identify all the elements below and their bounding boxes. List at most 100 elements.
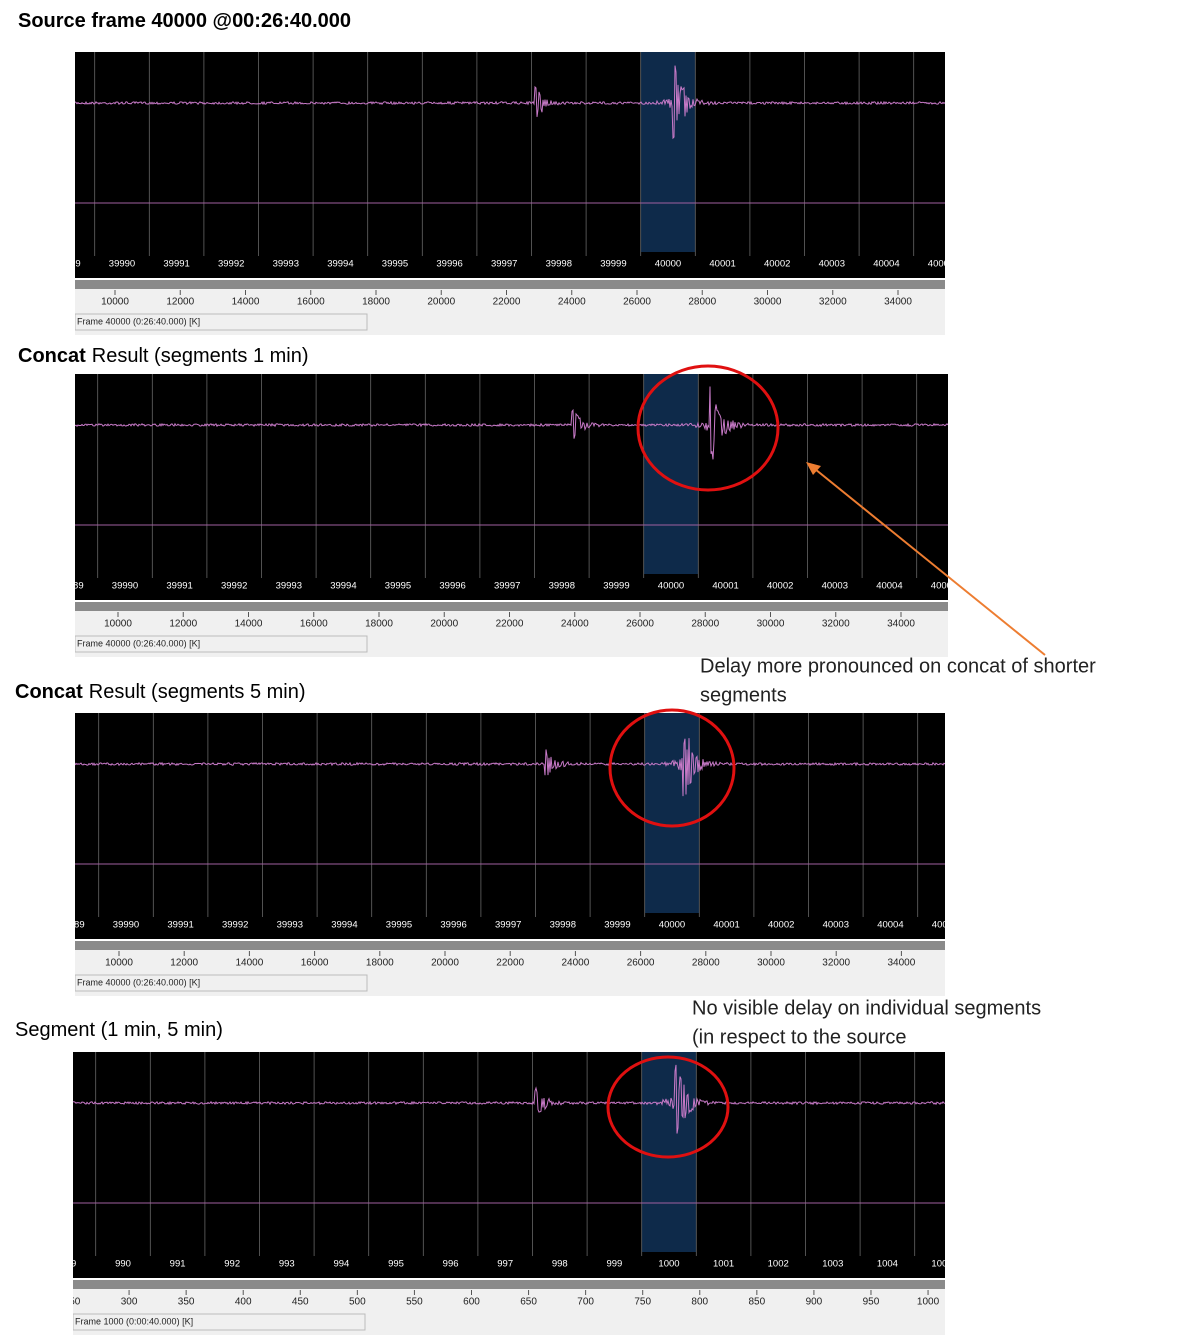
frame-label: 39995 (385, 581, 411, 592)
annotation: Delay more pronounced on concat of short… (700, 655, 1096, 677)
ruler-label: 850 (748, 1297, 765, 1308)
waveform-panel: 39989 39990 39991 39992 39993 39994 39995 39996… (75, 713, 958, 996)
ruler-label: 32000 (822, 958, 850, 969)
frame-label: 996 (443, 1259, 459, 1270)
selection (640, 52, 696, 252)
ruler-label: 800 (691, 1297, 708, 1308)
frame-label: 39993 (276, 581, 302, 592)
frame-label: 40005 (928, 259, 954, 270)
frame-label: 40003 (822, 581, 848, 592)
frame-label: 39998 (549, 581, 575, 592)
ruler-label: 14000 (232, 297, 260, 308)
frame-label: 40005 (932, 920, 958, 931)
frame-label: 39997 (494, 581, 520, 592)
ruler-label: 34000 (887, 958, 915, 969)
frame-label: 39992 (218, 259, 244, 270)
selection (643, 374, 699, 574)
frame-label: 39991 (166, 581, 192, 592)
waveform-panel: 989 990 991 992 993 994 995 996 997 998 999 1000 100… (64, 1050, 945, 1335)
frame-label: 39990 (112, 581, 138, 592)
ruler-label: 500 (349, 1297, 366, 1308)
frame-label: 992 (224, 1259, 240, 1270)
ruler-label: 30000 (754, 297, 782, 308)
ruler-label: 26000 (627, 958, 655, 969)
frame-label: 39993 (277, 920, 303, 931)
frame-label: 40000 (659, 920, 685, 931)
frame-label: 1003 (822, 1259, 843, 1270)
panel-heading: Concat Result (segments 5 min) (15, 681, 306, 703)
ruler-label: 550 (406, 1297, 423, 1308)
panel-border (73, 1050, 945, 1052)
frame-label: 40002 (764, 259, 790, 270)
frame-label: 997 (497, 1259, 513, 1270)
waveform-panel: 39989 39990 39991 39992 39993 39994 39995 39996… (57, 374, 957, 657)
waveform (75, 738, 945, 797)
ruler-label: 12000 (170, 958, 198, 969)
frame-label: 994 (333, 1259, 349, 1270)
ruler-label: 700 (577, 1297, 594, 1308)
ruler-label: 300 (121, 1297, 138, 1308)
waveform-background (75, 713, 945, 939)
frame-label: 40003 (819, 259, 845, 270)
frame-label: 39989 (57, 581, 83, 592)
frame-label: 40000 (658, 581, 684, 592)
ruler-label: 22000 (493, 297, 521, 308)
ruler-label: 18000 (365, 619, 393, 630)
panel-border (75, 50, 945, 52)
frame-label: 40002 (768, 920, 794, 931)
frame-label: 40001 (709, 259, 735, 270)
ruler-label: 1000 (917, 1297, 940, 1308)
waveform (75, 65, 945, 140)
frame-label: 40000 (655, 259, 681, 270)
ruler-label: 12000 (166, 297, 194, 308)
frame-label: 40004 (873, 259, 899, 270)
status-box (75, 635, 368, 653)
frame-label: 39991 (167, 920, 193, 931)
frame-label: 39993 (273, 259, 299, 270)
frame-label: 39995 (386, 920, 412, 931)
frame-label: 1001 (713, 1259, 734, 1270)
ruler-label: 30000 (757, 958, 785, 969)
annotation: No visible delay on individual segments (692, 997, 1041, 1019)
ruler-label: 32000 (822, 619, 850, 630)
ruler-label: 10000 (105, 958, 133, 969)
ruler-label: 20000 (427, 297, 455, 308)
frame-label: 39999 (600, 259, 626, 270)
status-box (75, 974, 368, 992)
frame-label: 39992 (222, 920, 248, 931)
frame-label: 991 (170, 1259, 186, 1270)
arrow-line (809, 464, 1046, 656)
ruler-label: 16000 (300, 619, 328, 630)
frame-label: 40005 (931, 581, 957, 592)
heading-bold: Concat (15, 681, 83, 703)
ruler-label: 34000 (887, 619, 915, 630)
frame-label: 1004 (877, 1259, 898, 1270)
scrollbar (75, 280, 945, 289)
waveform-background (75, 374, 948, 600)
frame-label: 39999 (604, 920, 630, 931)
annotation: segments (700, 684, 787, 706)
ruler-label: 250 (64, 1297, 81, 1308)
ruler-label: 650 (520, 1297, 537, 1308)
waveform (73, 1064, 945, 1134)
highlight-circle (608, 708, 736, 828)
highlight-circle (636, 364, 780, 492)
waveform (75, 386, 948, 460)
frame-label: 39998 (546, 259, 572, 270)
ruler-label: 24000 (558, 297, 586, 308)
heading-bold: Concat (18, 345, 86, 367)
frame-label: 40002 (767, 581, 793, 592)
frame-label: 39994 (330, 581, 356, 592)
frame-label: 39992 (221, 581, 247, 592)
ruler-label: 28000 (691, 619, 719, 630)
ruler-label: 16000 (301, 958, 329, 969)
frame-label: 39990 (109, 259, 135, 270)
panel-heading: Source frame 40000 @00:26:40.000 (18, 10, 351, 32)
panel-heading: Concat Result (segments 1 min) (18, 345, 309, 367)
ruler-label: 600 (463, 1297, 480, 1308)
ruler-label: 34000 (884, 297, 912, 308)
frame-label: 39996 (440, 920, 466, 931)
heading-text: Result (segments 5 min) (89, 681, 306, 703)
ruler-label: 18000 (366, 958, 394, 969)
